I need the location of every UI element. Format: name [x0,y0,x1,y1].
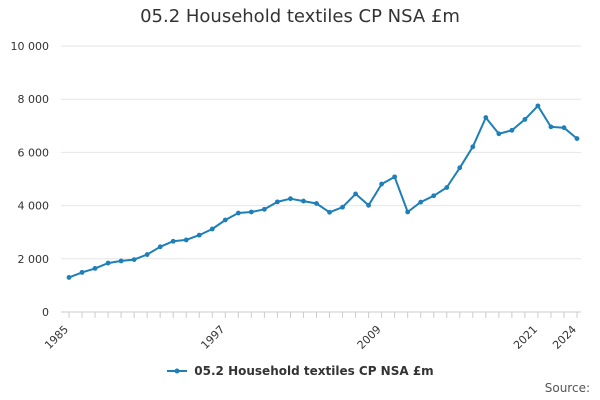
data-point [235,210,241,216]
legend-label: 05.2 Household textiles CP NSA £m [194,364,434,378]
data-point [275,199,280,205]
y-axis: 0 2 000 4 000 6 000 8 000 10 000 [11,40,50,319]
y-tick-label: 8 000 [18,93,50,106]
source-label: Source: [544,381,590,395]
series-line [68,104,578,279]
data-point [509,127,515,133]
data-point [209,226,215,232]
data-point [379,181,385,187]
chart-title: 05.2 Household textiles CP NSA £m [140,6,460,27]
x-tick-label: 2021 [511,323,540,352]
data-point [105,260,111,266]
data-point [444,185,450,190]
data-point [196,232,202,238]
y-tick-label: 2 000 [18,253,50,266]
data-point [170,238,176,244]
data-point [183,237,189,243]
data-point [405,209,411,215]
x-tick-label: 2009 [355,323,384,352]
data-point [340,204,345,210]
data-point [457,165,463,171]
gridlines [61,45,581,313]
data-point [561,125,567,131]
data-point [327,209,332,215]
data-point [470,144,476,150]
data-point [288,196,293,202]
data-point [301,198,306,204]
x-tick-label: 2024 [550,323,579,352]
data-point [535,103,541,109]
data-point [144,252,150,257]
legend-line-icon [167,368,188,374]
data-point [392,174,398,180]
y-tick-label: 0 [42,306,49,319]
x-tick-label: 1997 [198,323,227,352]
data-point [314,201,319,206]
data-point [248,209,254,215]
legend: 05.2 Household textiles CP NSA £m [0,364,600,378]
data-point [157,244,163,250]
data-point [366,202,371,208]
data-point [261,206,267,212]
line-chart: 0 2 000 4 000 6 000 8 000 10 000 1985 1997 2009… [11,40,581,352]
data-point [222,217,228,223]
y-tick-label: 6 000 [18,146,50,159]
data-point [496,131,502,137]
data-point [353,191,358,197]
data-point [548,124,554,130]
data-point [66,275,72,280]
data-point [418,199,424,205]
data-point [522,117,528,122]
y-tick-label: 10 000 [11,40,50,53]
data-point [131,257,137,262]
data-point [118,258,124,264]
x-tick-label: 1985 [42,323,71,352]
x-axis: 1985 1997 2009 2021 2024 [42,312,579,352]
data-point [431,193,437,199]
data-point [79,269,85,275]
series-group [66,103,580,280]
y-tick-label: 4 000 [18,200,50,213]
data-point [483,115,489,120]
data-point [92,265,98,271]
data-point [574,136,580,141]
